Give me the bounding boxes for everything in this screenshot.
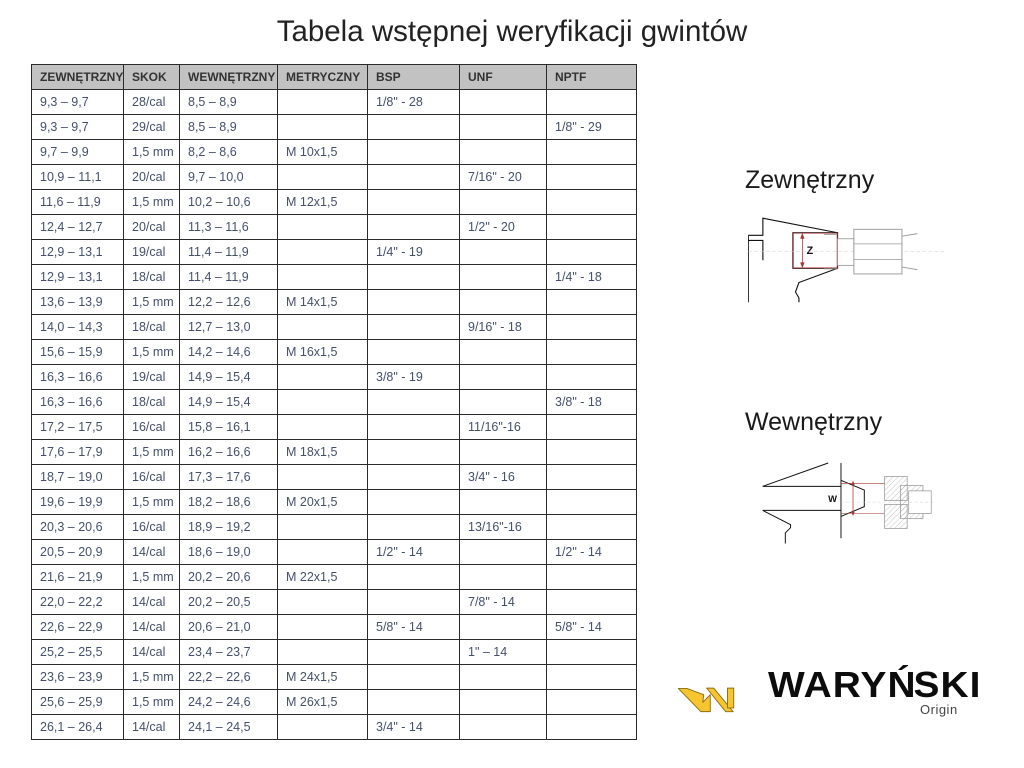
svg-text:W: W: [828, 493, 837, 504]
svg-text:Z: Z: [807, 245, 814, 257]
